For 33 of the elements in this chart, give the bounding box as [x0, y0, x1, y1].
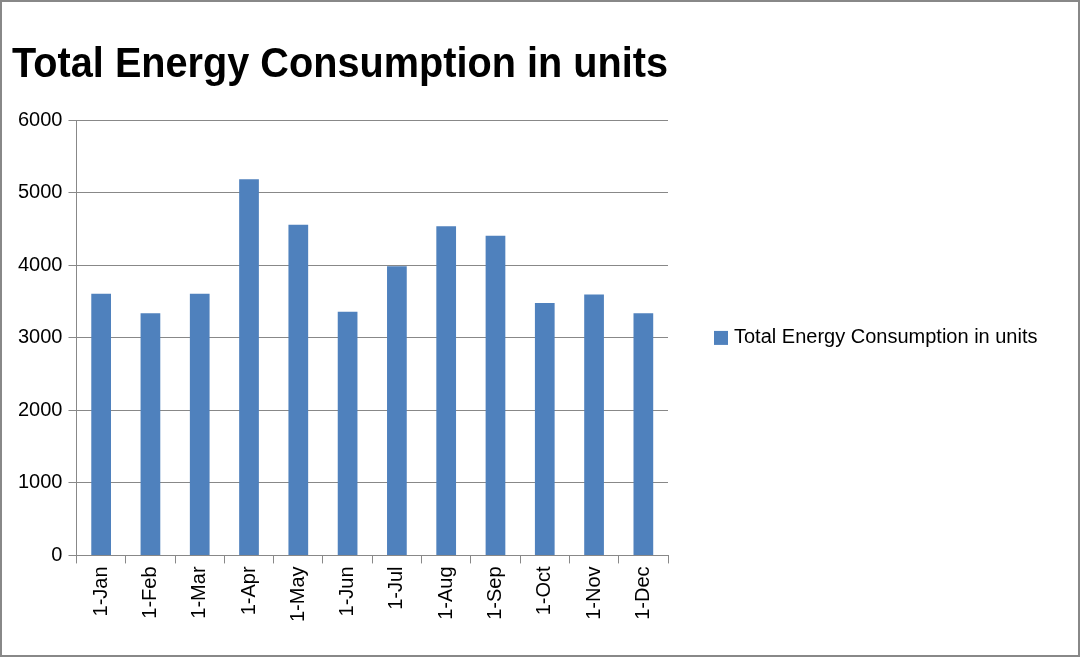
x-tick-label: 1-Jul: [384, 566, 407, 610]
bar: [436, 226, 457, 555]
x-tick-label: 1-Apr: [236, 566, 259, 616]
x-tick-label: 1-Feb: [137, 566, 160, 619]
bar: [140, 313, 161, 555]
bar: [337, 311, 358, 555]
bar: [387, 266, 407, 555]
y-tick-label: 6000: [17, 107, 63, 130]
bar: [633, 313, 654, 555]
chart-title: Total Energy Consumption in units: [12, 38, 668, 87]
x-tick-label: 1-Aug: [433, 566, 456, 620]
y-tick-label: 2000: [17, 397, 63, 420]
legend-label: Total Energy Consumption in units: [734, 325, 1038, 348]
bar: [485, 235, 506, 555]
x-tick-label: 1-Sep: [482, 566, 505, 620]
bar: [288, 224, 309, 555]
y-tick-label: 0: [51, 542, 63, 565]
x-tick-label: 1-Oct: [532, 566, 555, 616]
x-tick-label: 1-May: [285, 566, 308, 623]
x-tick-label: 1-Dec: [630, 566, 653, 620]
y-tick-label: 3000: [17, 325, 63, 348]
y-tick-label: 5000: [17, 180, 63, 203]
bar: [239, 179, 259, 555]
x-tick-label: 1-Nov: [581, 566, 604, 620]
x-tick-label: 1-Jan: [88, 566, 111, 617]
x-tick-label: 1-Jun: [335, 566, 358, 617]
y-tick-label: 4000: [17, 252, 63, 275]
bar: [584, 294, 604, 555]
bar: [189, 293, 210, 555]
bar: [91, 293, 111, 555]
x-tick-label: 1-Mar: [187, 566, 210, 619]
y-tick-label: 1000: [17, 470, 63, 493]
bar: [534, 303, 555, 555]
